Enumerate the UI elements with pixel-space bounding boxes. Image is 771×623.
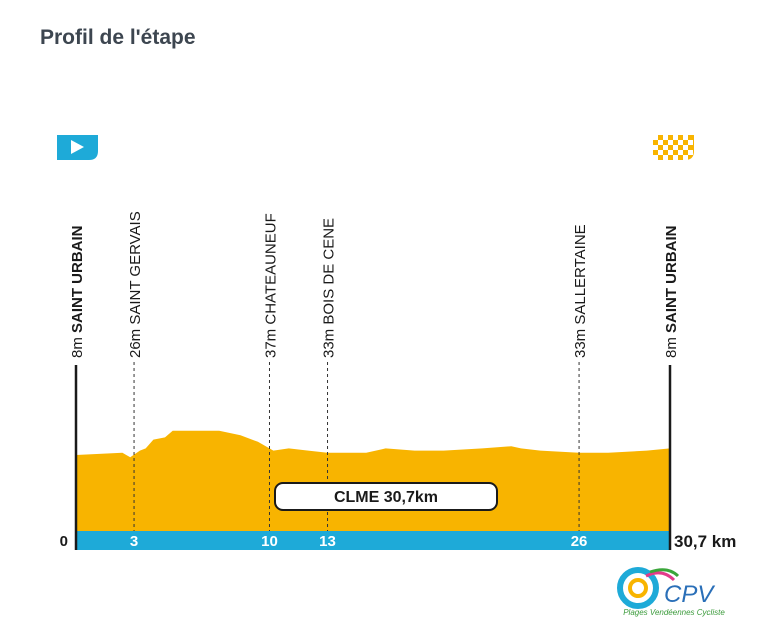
km-label: 0 <box>60 533 68 550</box>
km-label: 10 <box>261 533 278 550</box>
logo-text: CPV <box>664 581 715 608</box>
place-name: SAINT GERVAIS <box>127 211 144 324</box>
place-altitude: 8m <box>69 333 86 358</box>
place-label: 33m BOIS DE CENE <box>321 218 338 358</box>
place-label: 26m SAINT GERVAIS <box>127 211 144 358</box>
place-name: CHATEAUNEUF <box>262 213 279 324</box>
place-name: SAINT URBAIN <box>663 225 680 333</box>
place-altitude: 8m <box>663 333 680 358</box>
place-altitude: 33m <box>572 325 589 358</box>
place-label: 37m CHATEAUNEUF <box>262 213 279 358</box>
checkered-flag-icon <box>653 135 694 160</box>
km-label: 13 <box>319 533 336 550</box>
km-label: 26 <box>571 533 588 550</box>
stage-label-text: CLME 30,7km <box>334 489 438 506</box>
km-label: 30,7 km <box>674 532 736 551</box>
place-name: SALLERTAINE <box>572 224 589 324</box>
place-altitude: 33m <box>321 325 338 358</box>
page-title: Profil de l'étape <box>40 26 196 49</box>
place-label: 8m SAINT URBAIN <box>663 225 680 358</box>
place-altitude: 37m <box>262 325 279 358</box>
km-label: 3 <box>130 533 138 550</box>
logo-subtitle: Plages Vendéennes Cycliste <box>623 608 725 617</box>
place-name: BOIS DE CENE <box>321 218 338 325</box>
place-altitude: 26m <box>127 325 144 358</box>
play-icon <box>57 135 98 160</box>
km-band <box>76 531 670 550</box>
place-label: 33m SALLERTAINE <box>572 224 589 358</box>
stage-distance-label: CLME 30,7km <box>274 482 498 511</box>
place-label: 8m SAINT URBAIN <box>69 225 86 358</box>
profile-area <box>76 430 670 531</box>
cpv-logo: CPV <box>617 567 715 609</box>
place-name: SAINT URBAIN <box>69 225 86 333</box>
